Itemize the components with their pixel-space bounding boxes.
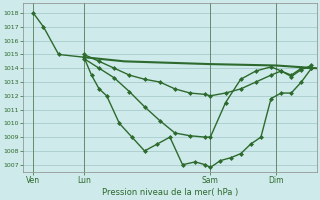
X-axis label: Pression niveau de la mer( hPa ): Pression niveau de la mer( hPa ): [102, 188, 238, 197]
